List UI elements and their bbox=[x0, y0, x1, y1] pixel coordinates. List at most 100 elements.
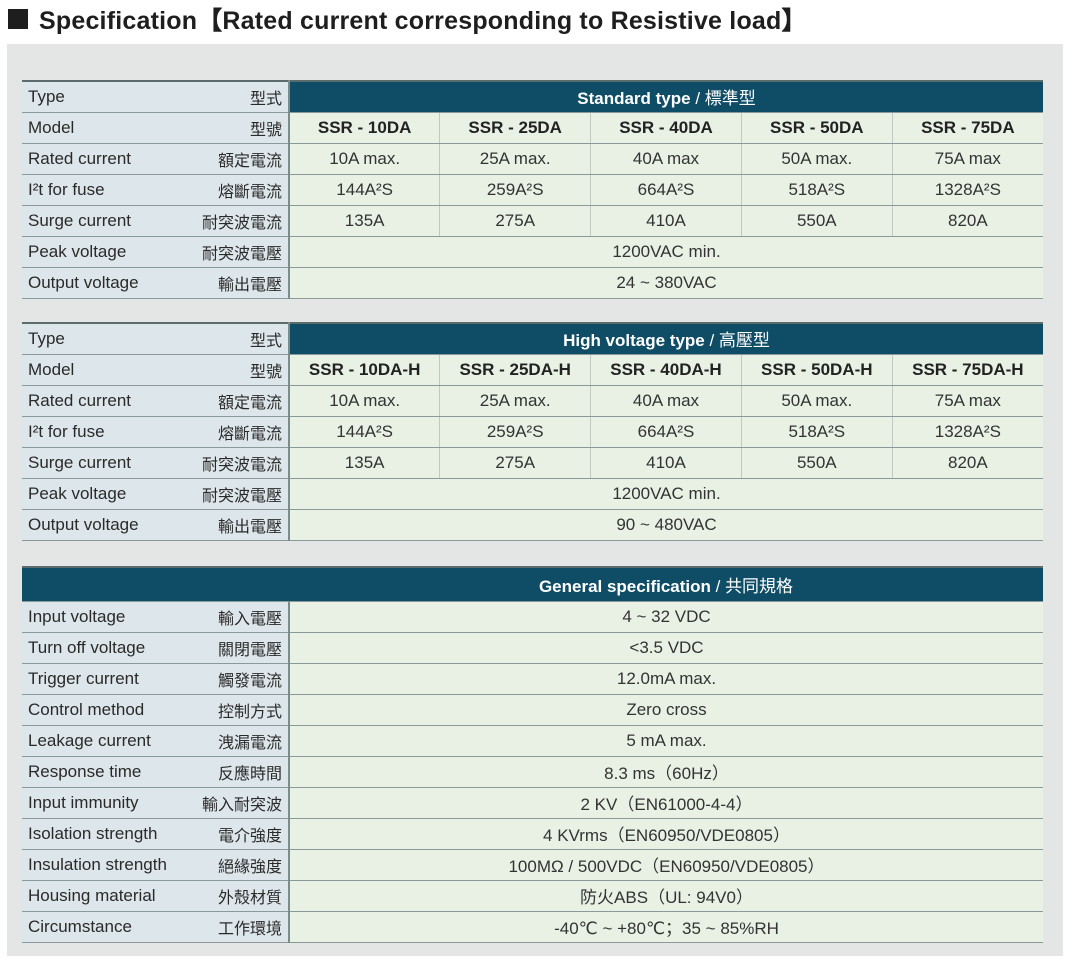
value-cell: 1200VAC min. bbox=[289, 478, 1043, 510]
table-row: Output voltage 輸出電壓 90 ~ 480VAC bbox=[22, 509, 1043, 541]
value-cell: 75A max bbox=[891, 385, 1043, 417]
value-cell: 550A bbox=[740, 447, 893, 479]
value-cell: 40A max bbox=[590, 385, 742, 417]
table-row: Isolation strength 電介強度 4 KVrms（EN60950/VD… bbox=[22, 818, 1043, 850]
model-cell: SSR - 10DA bbox=[289, 112, 440, 144]
row-label: Circumstance 工作環境 bbox=[22, 911, 290, 943]
table-row: Type 型式 High voltage type / 高壓型 bbox=[22, 322, 1043, 355]
table-row: Peak voltage 耐突波電壓 1200VAC min. bbox=[22, 236, 1043, 268]
table-row: Turn off voltage 關閉電壓 <3.5 VDC bbox=[22, 632, 1043, 664]
value-cell: 518A²S bbox=[740, 416, 893, 448]
value-cell: 100MΩ / 500VDC（EN60950/VDE0805） bbox=[289, 849, 1043, 881]
high-voltage-type-header: High voltage type / 高壓型 bbox=[289, 322, 1043, 355]
value-cell: 259A²S bbox=[439, 174, 591, 206]
value-cell: 25A max. bbox=[439, 143, 591, 175]
page-title-text: Specification【Rated current correspondin… bbox=[39, 7, 807, 35]
value-cell: 12.0mA max. bbox=[289, 663, 1043, 695]
value-cell: <3.5 VDC bbox=[289, 632, 1043, 664]
value-cell: 410A bbox=[590, 447, 742, 479]
row-label: Input voltage 輸入電壓 bbox=[22, 601, 290, 633]
row-label: Insulation strength 絕緣強度 bbox=[22, 849, 290, 881]
value-cell: 8.3 ms（60Hz） bbox=[289, 756, 1043, 788]
value-cell: 25A max. bbox=[439, 385, 591, 417]
value-cell: Zero cross bbox=[289, 694, 1043, 726]
table-row: Circumstance 工作環境 -40℃ ~ +80℃；35 ~ 85%RH bbox=[22, 911, 1043, 943]
row-label: Housing material 外殼材質 bbox=[22, 880, 290, 912]
type-label-cell: Type 型式 bbox=[22, 322, 290, 355]
value-cell: -40℃ ~ +80℃；35 ~ 85%RH bbox=[289, 911, 1043, 943]
value-cell: 518A²S bbox=[740, 174, 893, 206]
value-cell: 24 ~ 380VAC bbox=[289, 267, 1043, 299]
table-row: Surge current 耐突波電流 135A 275A 410A 550A 8… bbox=[22, 447, 1043, 479]
model-cell: SSR - 50DA bbox=[740, 112, 893, 144]
table-row: Output voltage 輸出電壓 24 ~ 380VAC bbox=[22, 267, 1043, 299]
table-row: I²t for fuse 熔斷電流 144A²S 259A²S 664A²S 51… bbox=[22, 416, 1043, 448]
table-row: Surge current 耐突波電流 135A 275A 410A 550A 8… bbox=[22, 205, 1043, 237]
value-cell: 75A max bbox=[891, 143, 1043, 175]
value-cell: 1200VAC min. bbox=[289, 236, 1043, 268]
value-cell: 820A bbox=[891, 205, 1043, 237]
value-cell: 550A bbox=[740, 205, 893, 237]
value-cell: 664A²S bbox=[590, 416, 742, 448]
value-cell: 144A²S bbox=[289, 174, 440, 206]
general-spec-table: General specification / 共同規格 Input volta… bbox=[22, 566, 1043, 943]
row-label: Peak voltage 耐突波電壓 bbox=[22, 478, 290, 510]
model-cell: SSR - 40DA bbox=[590, 112, 742, 144]
row-label: I²t for fuse 熔斷電流 bbox=[22, 174, 290, 206]
value-cell: 2 KV（EN61000-4-4） bbox=[289, 787, 1043, 819]
standard-type-header: Standard type / 標準型 bbox=[289, 80, 1043, 113]
value-cell: 410A bbox=[590, 205, 742, 237]
model-cell: SSR - 50DA-H bbox=[740, 354, 893, 386]
row-label: Control method 控制方式 bbox=[22, 694, 290, 726]
type-label-cell: Type 型式 bbox=[22, 80, 290, 113]
value-cell: 275A bbox=[439, 205, 591, 237]
row-label: Turn off voltage 關閉電壓 bbox=[22, 632, 290, 664]
table-row: Housing material 外殼材質 防火ABS（UL: 94V0） bbox=[22, 880, 1043, 912]
table-row: Model 型號 SSR - 10DA SSR - 25DA SSR - 40DA… bbox=[22, 112, 1043, 144]
page-title: Specification【Rated current correspondin… bbox=[8, 2, 807, 36]
value-cell: 275A bbox=[439, 447, 591, 479]
row-label: Isolation strength 電介強度 bbox=[22, 818, 290, 850]
general-header-blank bbox=[22, 566, 289, 602]
high-voltage-type-table: Type 型式 High voltage type / 高壓型 Model 型號 S… bbox=[22, 322, 1043, 541]
table-row: Rated current 額定電流 10A max. 25A max. 40A … bbox=[22, 385, 1043, 417]
model-cell: SSR - 75DA-H bbox=[891, 354, 1043, 386]
standard-type-table: Type 型式 Standard type / 標準型 Model 型號 SSR -… bbox=[22, 80, 1043, 299]
value-cell: 4 KVrms（EN60950/VDE0805） bbox=[289, 818, 1043, 850]
row-label: Output voltage 輸出電壓 bbox=[22, 267, 290, 299]
model-cell: SSR - 40DA-H bbox=[590, 354, 742, 386]
table-row: Input voltage 輸入電壓 4 ~ 32 VDC bbox=[22, 601, 1043, 633]
row-label: Model 型號 bbox=[22, 354, 290, 386]
value-cell: 4 ~ 32 VDC bbox=[289, 601, 1043, 633]
row-label: Rated current 額定電流 bbox=[22, 143, 290, 175]
table-row: General specification / 共同規格 bbox=[22, 566, 1043, 602]
value-cell: 135A bbox=[289, 205, 440, 237]
row-label: Rated current 額定電流 bbox=[22, 385, 290, 417]
value-cell: 50A max. bbox=[740, 143, 893, 175]
row-label: Input immunity 輸入耐突波 bbox=[22, 787, 290, 819]
general-spec-header: General specification / 共同規格 bbox=[289, 566, 1043, 602]
row-label: Output voltage 輸出電壓 bbox=[22, 509, 290, 541]
value-cell: 820A bbox=[891, 447, 1043, 479]
value-cell: 259A²S bbox=[439, 416, 591, 448]
square-bullet-icon bbox=[8, 9, 28, 29]
row-label: Response time 反應時間 bbox=[22, 756, 290, 788]
model-cell: SSR - 10DA-H bbox=[289, 354, 440, 386]
table-row: Insulation strength 絕緣強度 100MΩ / 500VDC（EN… bbox=[22, 849, 1043, 881]
table-row: Response time 反應時間 8.3 ms（60Hz） bbox=[22, 756, 1043, 788]
value-cell: 防火ABS（UL: 94V0） bbox=[289, 880, 1043, 912]
row-label: Model 型號 bbox=[22, 112, 290, 144]
row-label: Trigger current 觸發電流 bbox=[22, 663, 290, 695]
model-cell: SSR - 75DA bbox=[891, 112, 1043, 144]
value-cell: 40A max bbox=[590, 143, 742, 175]
table-row: Input immunity 輸入耐突波 2 KV（EN61000-4-4） bbox=[22, 787, 1043, 819]
table-row: Rated current 額定電流 10A max. 25A max. 40A … bbox=[22, 143, 1043, 175]
table-row: Control method 控制方式 Zero cross bbox=[22, 694, 1043, 726]
value-cell: 90 ~ 480VAC bbox=[289, 509, 1043, 541]
table-row: Model 型號 SSR - 10DA-H SSR - 25DA-H SSR - … bbox=[22, 354, 1043, 386]
table-row: Leakage current 洩漏電流 5 mA max. bbox=[22, 725, 1043, 757]
value-cell: 664A²S bbox=[590, 174, 742, 206]
value-cell: 144A²S bbox=[289, 416, 440, 448]
row-label: I²t for fuse 熔斷電流 bbox=[22, 416, 290, 448]
value-cell: 10A max. bbox=[289, 385, 440, 417]
